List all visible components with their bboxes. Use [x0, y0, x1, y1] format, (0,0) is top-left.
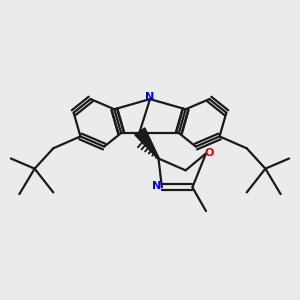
- Text: N: N: [152, 181, 161, 191]
- Text: O: O: [205, 148, 214, 158]
- Polygon shape: [135, 128, 159, 159]
- Text: N: N: [146, 92, 154, 102]
